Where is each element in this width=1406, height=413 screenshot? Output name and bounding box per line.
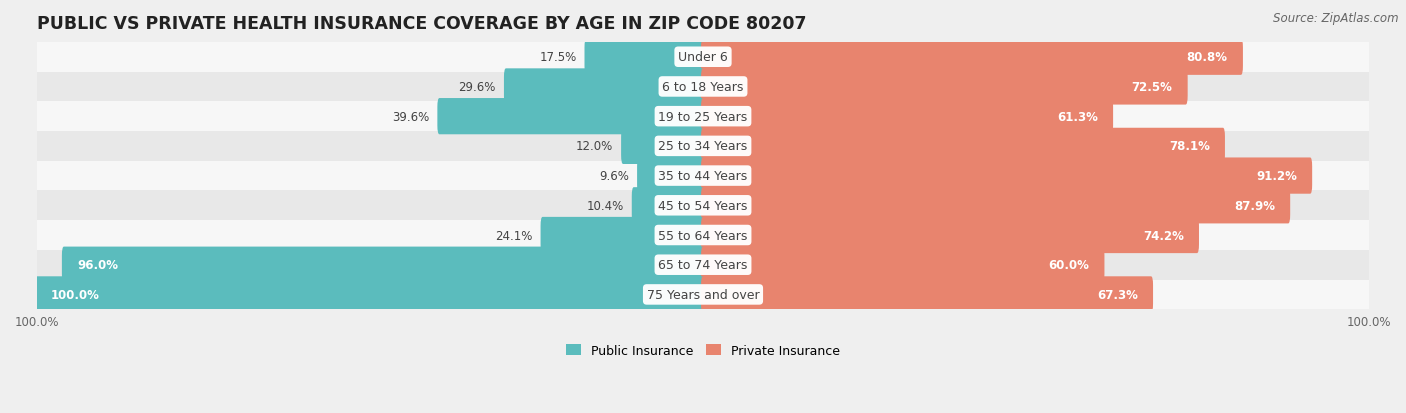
FancyBboxPatch shape bbox=[437, 99, 704, 135]
Bar bbox=[37, 221, 1369, 250]
FancyBboxPatch shape bbox=[702, 99, 1114, 135]
Text: 100.0%: 100.0% bbox=[51, 288, 100, 301]
FancyBboxPatch shape bbox=[503, 69, 704, 105]
FancyBboxPatch shape bbox=[702, 128, 1225, 165]
FancyBboxPatch shape bbox=[35, 277, 704, 313]
FancyBboxPatch shape bbox=[702, 188, 1291, 224]
Bar bbox=[37, 72, 1369, 102]
Text: Source: ZipAtlas.com: Source: ZipAtlas.com bbox=[1274, 12, 1399, 25]
Text: 78.1%: 78.1% bbox=[1168, 140, 1209, 153]
Text: 91.2%: 91.2% bbox=[1256, 170, 1296, 183]
Text: 55 to 64 Years: 55 to 64 Years bbox=[658, 229, 748, 242]
Text: 96.0%: 96.0% bbox=[77, 259, 118, 272]
Legend: Public Insurance, Private Insurance: Public Insurance, Private Insurance bbox=[561, 339, 845, 362]
Text: 9.6%: 9.6% bbox=[599, 170, 628, 183]
FancyBboxPatch shape bbox=[702, 40, 1243, 76]
Text: 6 to 18 Years: 6 to 18 Years bbox=[662, 81, 744, 94]
Text: 74.2%: 74.2% bbox=[1143, 229, 1184, 242]
Text: 45 to 54 Years: 45 to 54 Years bbox=[658, 199, 748, 212]
FancyBboxPatch shape bbox=[631, 188, 704, 224]
Text: 80.8%: 80.8% bbox=[1187, 51, 1227, 64]
Text: 24.1%: 24.1% bbox=[495, 229, 533, 242]
Text: 65 to 74 Years: 65 to 74 Years bbox=[658, 259, 748, 272]
Bar bbox=[37, 161, 1369, 191]
Text: 39.6%: 39.6% bbox=[392, 110, 429, 123]
FancyBboxPatch shape bbox=[637, 158, 704, 194]
Text: 25 to 34 Years: 25 to 34 Years bbox=[658, 140, 748, 153]
FancyBboxPatch shape bbox=[585, 40, 704, 76]
FancyBboxPatch shape bbox=[621, 128, 704, 165]
FancyBboxPatch shape bbox=[702, 247, 1105, 283]
Text: 67.3%: 67.3% bbox=[1097, 288, 1137, 301]
Text: PUBLIC VS PRIVATE HEALTH INSURANCE COVERAGE BY AGE IN ZIP CODE 80207: PUBLIC VS PRIVATE HEALTH INSURANCE COVER… bbox=[37, 15, 807, 33]
Text: 60.0%: 60.0% bbox=[1049, 259, 1090, 272]
FancyBboxPatch shape bbox=[702, 217, 1199, 254]
Text: 75 Years and over: 75 Years and over bbox=[647, 288, 759, 301]
Bar bbox=[37, 43, 1369, 72]
Bar bbox=[37, 191, 1369, 221]
Bar bbox=[37, 102, 1369, 132]
Bar bbox=[37, 132, 1369, 161]
Text: Under 6: Under 6 bbox=[678, 51, 728, 64]
Text: 10.4%: 10.4% bbox=[586, 199, 624, 212]
Text: 17.5%: 17.5% bbox=[540, 51, 576, 64]
Bar bbox=[37, 250, 1369, 280]
Text: 87.9%: 87.9% bbox=[1234, 199, 1275, 212]
FancyBboxPatch shape bbox=[62, 247, 704, 283]
FancyBboxPatch shape bbox=[702, 69, 1188, 105]
FancyBboxPatch shape bbox=[702, 277, 1153, 313]
Text: 72.5%: 72.5% bbox=[1132, 81, 1173, 94]
Text: 61.3%: 61.3% bbox=[1057, 110, 1098, 123]
FancyBboxPatch shape bbox=[540, 217, 704, 254]
FancyBboxPatch shape bbox=[702, 158, 1312, 194]
Text: 35 to 44 Years: 35 to 44 Years bbox=[658, 170, 748, 183]
Bar bbox=[37, 280, 1369, 309]
Text: 12.0%: 12.0% bbox=[576, 140, 613, 153]
Text: 19 to 25 Years: 19 to 25 Years bbox=[658, 110, 748, 123]
Text: 29.6%: 29.6% bbox=[458, 81, 496, 94]
